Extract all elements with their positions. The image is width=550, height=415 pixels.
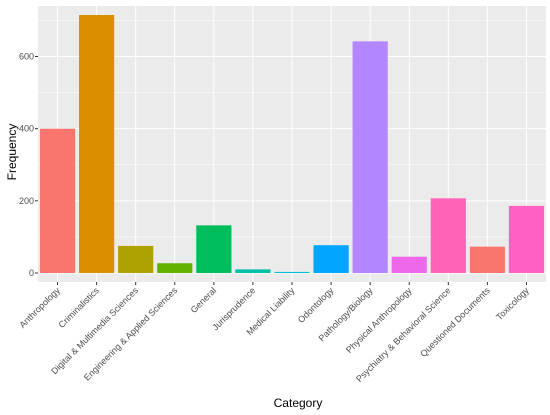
x-tick-label: Physical Anthropology	[344, 285, 414, 355]
bar	[313, 245, 349, 273]
bar	[39, 128, 76, 273]
bar	[508, 205, 545, 273]
y-tick-label: 0	[29, 268, 34, 278]
x-axis-title: Category	[274, 396, 323, 410]
bar	[274, 271, 310, 273]
y-tick-label: 200	[19, 196, 34, 206]
bar	[157, 263, 193, 273]
bar	[352, 41, 388, 273]
y-tick-label: 600	[19, 52, 34, 62]
bar	[391, 256, 427, 273]
x-tick-label: Odontology	[296, 285, 336, 325]
x-tick-label: Questioned Documents	[418, 285, 492, 359]
y-axis-ticks: 0 200 400 600	[19, 52, 38, 278]
y-tick-label: 400	[19, 124, 34, 134]
bar	[235, 269, 271, 273]
bar	[469, 246, 505, 273]
bar	[196, 225, 232, 273]
bar	[430, 198, 466, 273]
bar	[79, 15, 115, 273]
bars	[39, 15, 545, 273]
x-tick-label: Toxicology	[494, 285, 531, 322]
y-axis-title: Frequency	[5, 124, 19, 181]
bar	[118, 245, 154, 273]
x-tick-label: General	[189, 285, 219, 315]
